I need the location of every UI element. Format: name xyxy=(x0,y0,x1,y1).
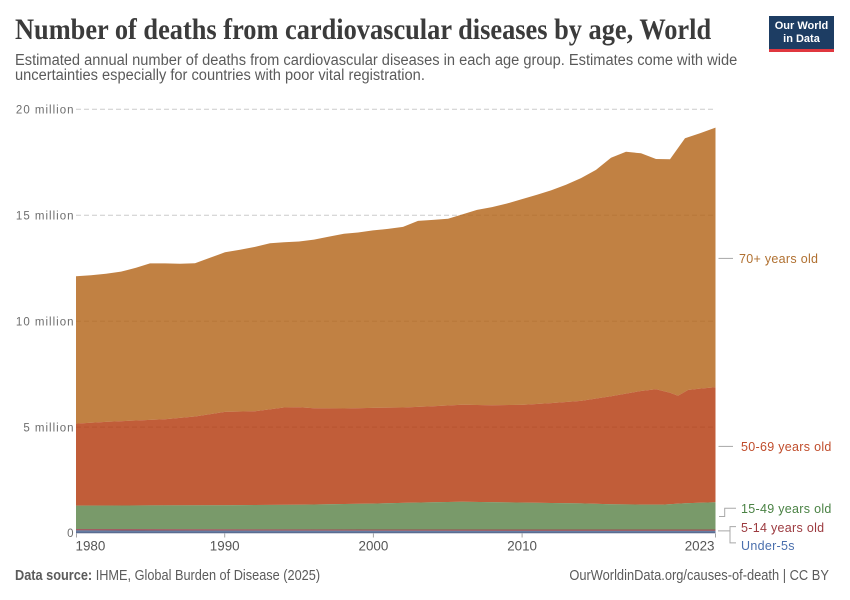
svg-text:15-49 years old: 15-49 years old xyxy=(741,502,832,516)
svg-text:50-69 years old: 50-69 years old xyxy=(741,440,832,454)
svg-text:2000: 2000 xyxy=(359,539,389,554)
svg-text:70+ years old: 70+ years old xyxy=(739,252,818,266)
svg-text:2023: 2023 xyxy=(685,539,715,554)
svg-text:20 million: 20 million xyxy=(16,105,75,117)
svg-text:5 million: 5 million xyxy=(23,422,74,434)
svg-text:10 million: 10 million xyxy=(16,316,75,328)
svg-text:2010: 2010 xyxy=(507,539,537,554)
svg-text:5-14 years old: 5-14 years old xyxy=(741,521,824,535)
svg-text:0: 0 xyxy=(67,528,74,540)
svg-text:15 million: 15 million xyxy=(16,210,75,222)
svg-text:1980: 1980 xyxy=(76,539,106,554)
svg-text:1990: 1990 xyxy=(210,539,240,554)
svg-text:Under-5s: Under-5s xyxy=(741,539,795,553)
